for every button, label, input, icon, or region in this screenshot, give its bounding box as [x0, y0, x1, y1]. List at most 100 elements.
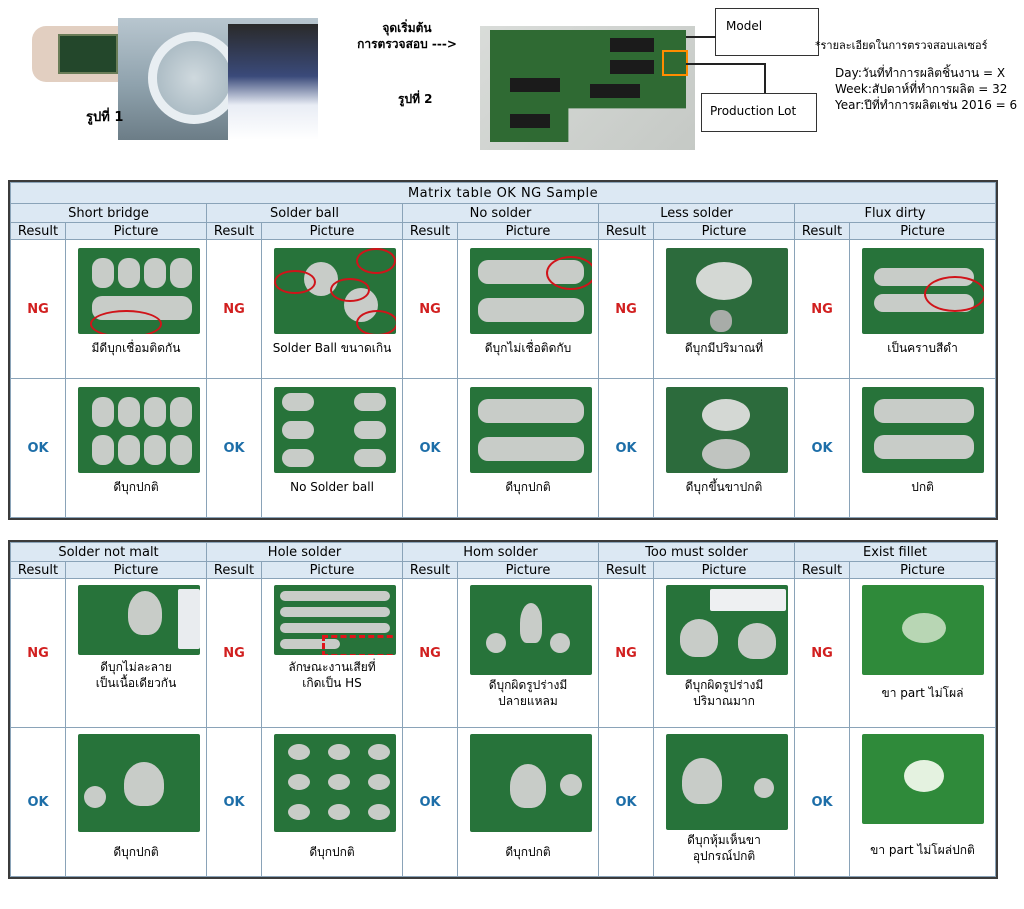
picture-header: Picture: [65, 561, 207, 579]
table-title: Matrix table OK NG Sample: [9, 182, 997, 204]
date-code-definitions: Day:วันที่ทำการผลิตชิ้นงาน = X Week:สัปด…: [835, 65, 1024, 113]
category-header: Too must solder: [598, 542, 795, 562]
ok-caption: ดีบุกขึ้นขาปกติ: [685, 480, 763, 494]
lot-leader-line: [686, 63, 766, 65]
picture-header: Picture: [65, 222, 207, 240]
photo-1-inspection: รูปที่ 1: [28, 18, 318, 140]
picture-header: Picture: [653, 222, 795, 240]
def-year: Year:ปีที่ทำการผลิตเช่น 2016 = 6: [835, 98, 1018, 112]
laser-detail-note: *รายละเอียดในการตรวจสอบเลเซอร์: [815, 39, 988, 52]
category-header: Less solder: [598, 203, 795, 223]
inspector-person: [228, 24, 318, 140]
def-day: Day:วันที่ทำการผลิตชิ้นงาน = X: [835, 66, 1006, 80]
ok-caption: ดีบุกปกติ: [505, 845, 551, 859]
picture-cell: No Solder ball: [261, 378, 403, 518]
picture-cell: ดีบุกผิดรูปร่างมี ปลายแหลม: [457, 578, 599, 728]
less-solder-ok-image: [666, 387, 788, 473]
ng-caption: ดีบุกไม่เชื่อติดกับ: [484, 341, 572, 355]
result-ng: NG: [402, 578, 458, 728]
picture-cell: ดีบุกหุ้มเห็นขา อุปกรณ์ปกติ: [653, 727, 795, 877]
magnifier-lamp: [148, 32, 240, 124]
result-ng: NG: [794, 578, 850, 728]
table-row-ok: OK ดีบุกปกติ OK: [10, 378, 997, 518]
category-header: No solder: [402, 203, 599, 223]
result-ng: NG: [10, 578, 66, 728]
result-header: Result: [10, 561, 66, 579]
picture-cell: ดีบุกมีปริมาณที่: [653, 239, 795, 379]
ng-caption: ขา part ไม่โผล่: [881, 686, 964, 700]
category-header: Hom solder: [402, 542, 599, 562]
result-ok: OK: [206, 727, 262, 877]
lot-leader-line-v: [764, 63, 766, 93]
ng-caption: ดีบุกผิดรูปร่างมี ปริมาณมาก: [684, 678, 764, 708]
short-bridge-ng-image: [78, 248, 200, 334]
photo-2-caption: รูปที่ 2: [398, 92, 433, 106]
result-header: Result: [598, 561, 654, 579]
picture-cell: ดีบุกไม่เชื่อติดกับ: [457, 239, 599, 379]
picture-header: Picture: [457, 561, 599, 579]
too-must-solder-ok-image: [666, 734, 788, 830]
result-ok: OK: [794, 378, 850, 518]
result-ok: OK: [402, 378, 458, 518]
category-header: Short bridge: [10, 203, 207, 223]
result-header: Result: [206, 561, 262, 579]
result-ok: OK: [794, 727, 850, 877]
category-header: Flux dirty: [793, 203, 997, 223]
ok-caption: ขา part ไม่โผล่ปกติ: [870, 843, 975, 857]
picture-cell: ขา part ไม่โผล่: [849, 578, 996, 728]
picture-cell: ดีบุกปกติ: [261, 727, 403, 877]
picture-cell: ดีบุกปกติ: [457, 378, 599, 518]
start-point-label: จุดเริ่มต้น การตรวจสอบ --->: [352, 20, 462, 52]
result-ng: NG: [402, 239, 458, 379]
hom-solder-ng-image: [470, 585, 592, 675]
ng-caption: ดีบุกไม่ละลาย เป็นเนื้อเดียวกัน: [95, 660, 177, 690]
picture-cell: ดีบุกปกติ: [457, 727, 599, 877]
result-ok: OK: [10, 727, 66, 877]
picture-cell: ดีบุกปกติ: [65, 378, 207, 518]
picture-cell: มีดีบุกเชื่อมติดกัน: [65, 239, 207, 379]
picture-header: Picture: [849, 561, 996, 579]
result-ng: NG: [598, 239, 654, 379]
result-header: Result: [10, 222, 66, 240]
picture-header: Picture: [261, 222, 403, 240]
category-header: Solder not malt: [10, 542, 207, 562]
inspector-magnifier-image: [118, 18, 318, 140]
result-ng: NG: [598, 578, 654, 728]
matrix-table-1: Matrix table OK NG Sample Short bridge S…: [8, 180, 999, 520]
picture-header: Picture: [261, 561, 403, 579]
less-solder-ng-image: [666, 248, 788, 334]
solder-ball-ok-image: [274, 387, 396, 473]
solder-ball-ng-image: [274, 248, 396, 334]
category-header: Solder ball: [206, 203, 403, 223]
ng-caption: ดีบุกมีปริมาณที่: [684, 341, 764, 355]
too-must-solder-ng-image: [666, 585, 788, 675]
ng-caption: ลักษณะงานเสียที่ เกิดเป็น HS: [288, 660, 376, 690]
no-solder-ng-image: [470, 248, 592, 334]
matrix-table-2: Solder not malt Hole solder Hom solder T…: [8, 540, 998, 879]
def-week: Week:สัปดาห์ที่ทำการผลิต = 32: [835, 82, 1008, 96]
short-bridge-ok-image: [78, 387, 200, 473]
start-label-line2: การตรวจสอบ --->: [357, 37, 457, 51]
picture-header: Picture: [848, 222, 997, 240]
result-ng: NG: [206, 578, 262, 728]
picture-header: Picture: [653, 561, 795, 579]
result-ok: OK: [10, 378, 66, 518]
result-ok: OK: [598, 727, 654, 877]
result-header: Result: [402, 222, 458, 240]
picture-header: Picture: [457, 222, 599, 240]
result-ng: NG: [794, 239, 850, 379]
ok-caption: ดีบุกปกติ: [113, 845, 159, 859]
table-row-ok: OK ดีบุกปกติ OK: [10, 727, 996, 877]
picture-cell: ดีบุกปกติ: [65, 727, 207, 877]
photo-1-caption: รูปที่ 1: [86, 110, 124, 125]
ok-caption: ดีบุกปกติ: [113, 480, 159, 494]
flux-dirty-ok-image: [862, 387, 984, 473]
picture-cell: ดีบุกผิดรูปร่างมี ปริมาณมาก: [653, 578, 795, 728]
photo-2-pcb: [480, 26, 695, 150]
picture-cell: ปกติ: [848, 378, 997, 518]
result-header: Result: [206, 222, 262, 240]
ok-caption: ดีบุกหุ้มเห็นขา อุปกรณ์ปกติ: [687, 833, 761, 863]
model-leader-line: [686, 36, 716, 38]
ok-caption: ปกติ: [911, 480, 934, 494]
ok-caption: No Solder ball: [290, 480, 374, 494]
